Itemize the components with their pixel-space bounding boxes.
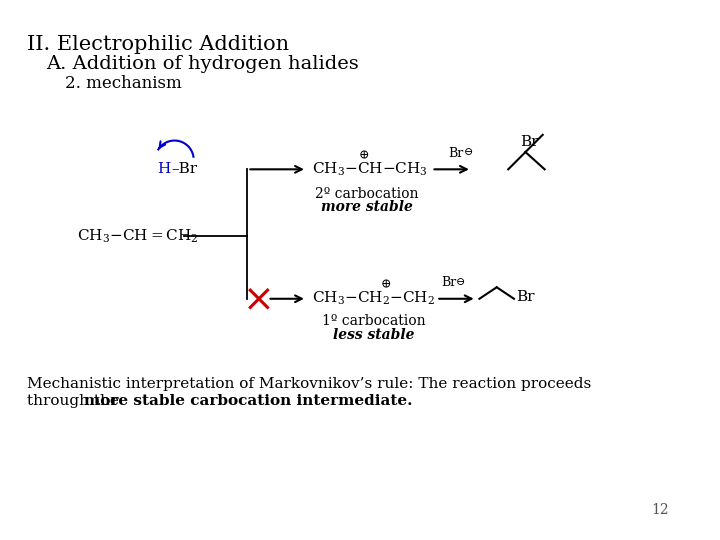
Text: ⊕: ⊕ xyxy=(359,150,369,163)
Text: A. Addition of hydrogen halides: A. Addition of hydrogen halides xyxy=(46,55,359,73)
Text: Br: Br xyxy=(516,290,534,304)
Text: ⊖: ⊖ xyxy=(464,147,474,157)
Text: ⊕: ⊕ xyxy=(380,279,391,292)
Text: Mechanistic interpretation of Markovnikov’s rule: The reaction proceeds: Mechanistic interpretation of Markovniko… xyxy=(27,377,591,392)
Text: $\mathregular{CH_3{-}CH{=}CH_2}$: $\mathregular{CH_3{-}CH{=}CH_2}$ xyxy=(77,228,198,245)
Text: II. Electrophilic Addition: II. Electrophilic Addition xyxy=(27,35,289,54)
Text: –Br: –Br xyxy=(171,163,198,177)
Text: more stable carbocation intermediate.: more stable carbocation intermediate. xyxy=(84,394,413,408)
Text: $\mathregular{CH_3{-}CH{-}CH_3}$: $\mathregular{CH_3{-}CH{-}CH_3}$ xyxy=(312,160,428,178)
Text: Br: Br xyxy=(449,147,464,160)
Text: H: H xyxy=(158,163,171,177)
Text: 2º carbocation: 2º carbocation xyxy=(315,187,419,200)
Text: 12: 12 xyxy=(652,503,670,517)
Text: through the: through the xyxy=(27,394,124,408)
Text: more stable: more stable xyxy=(321,200,413,214)
Text: 2. mechanism: 2. mechanism xyxy=(66,76,182,92)
Text: less stable: less stable xyxy=(333,328,415,341)
Text: $\mathregular{CH_3{-}CH_2{-}CH_2}$: $\mathregular{CH_3{-}CH_2{-}CH_2}$ xyxy=(312,290,435,307)
Text: ⊖: ⊖ xyxy=(456,276,465,287)
Text: Br: Br xyxy=(441,276,456,289)
Text: Br: Br xyxy=(520,136,539,150)
Text: 1º carbocation: 1º carbocation xyxy=(322,314,426,328)
